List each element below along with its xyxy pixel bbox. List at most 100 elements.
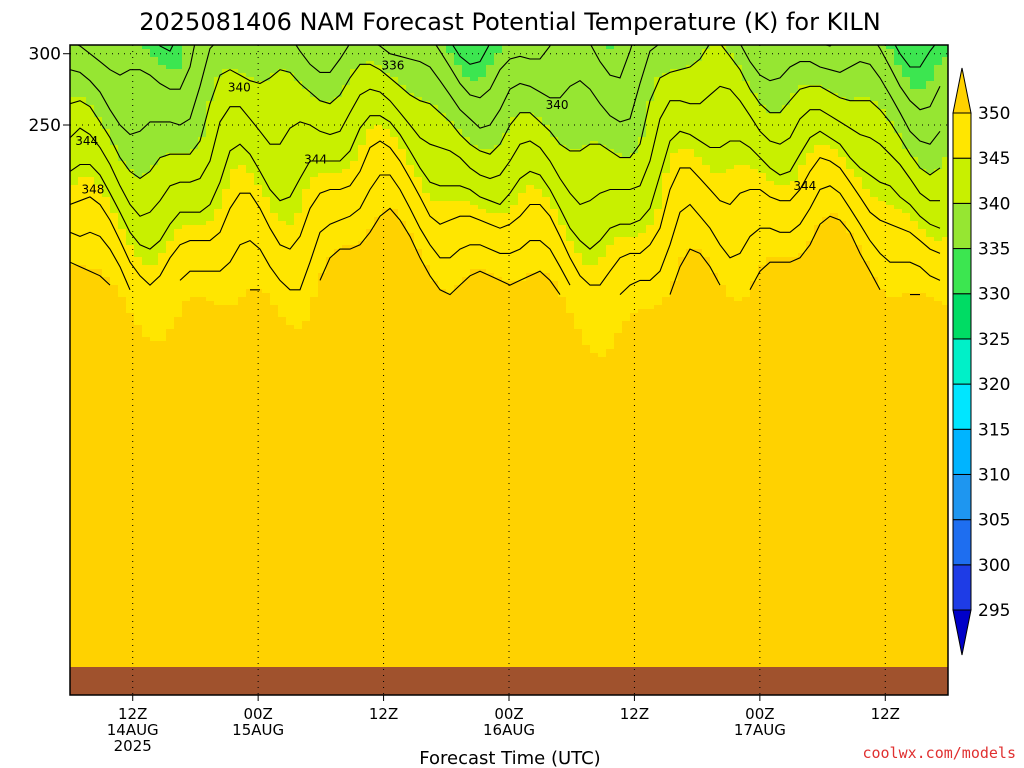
field-cell: [134, 121, 143, 126]
field-cell: [582, 153, 591, 158]
field-cell: [502, 45, 511, 50]
field-cell: [518, 89, 527, 94]
field-cell: [262, 125, 271, 130]
field-cell: [230, 225, 239, 230]
field-cell: [198, 181, 207, 186]
field-cell: [910, 81, 919, 86]
field-cell: [190, 185, 199, 190]
field-cell: [742, 213, 751, 218]
field-cell: [454, 89, 463, 94]
field-cell: [758, 149, 767, 154]
field-cell: [822, 109, 831, 114]
field-cell: [302, 197, 311, 202]
field-cell: [406, 213, 415, 218]
field-cell: [78, 133, 87, 138]
field-cell: [278, 149, 287, 154]
field-cell: [734, 49, 743, 54]
field-cell: [598, 221, 607, 226]
field-cell: [606, 89, 615, 94]
field-cell: [830, 89, 839, 94]
field-cell: [918, 189, 927, 194]
field-cell: [142, 145, 151, 150]
field-cell: [454, 109, 463, 114]
field-cell: [142, 213, 151, 218]
field-cell: [70, 189, 79, 194]
field-cell: [358, 217, 367, 222]
field-cell: [734, 173, 743, 178]
field-cell: [462, 129, 471, 134]
field-cell: [582, 189, 591, 194]
field-cell: [302, 181, 311, 186]
field-cell: [510, 125, 519, 130]
field-cell: [526, 201, 535, 206]
field-cell: [590, 145, 599, 150]
field-cell: [94, 61, 103, 66]
field-cell: [318, 129, 327, 134]
field-cell: [838, 61, 847, 66]
field-cell: [342, 61, 351, 66]
field-cell: [638, 173, 647, 178]
field-cell: [286, 113, 295, 118]
field-cell: [670, 137, 679, 142]
field-cell: [574, 145, 583, 150]
field-cell: [638, 185, 647, 190]
field-cell: [606, 121, 615, 126]
field-cell: [214, 101, 223, 106]
field-cell: [270, 213, 279, 218]
field-cell: [926, 117, 935, 122]
field-cell: [286, 169, 295, 174]
field-cell: [518, 49, 527, 54]
field-cell: [102, 81, 111, 86]
field-cell: [206, 221, 215, 226]
field-cell: [766, 201, 775, 206]
field-cell: [822, 85, 831, 90]
field-cell: [726, 81, 735, 86]
field-cell: [710, 65, 719, 70]
field-cell: [222, 157, 231, 162]
field-cell: [238, 209, 247, 214]
field-cell: [510, 53, 519, 58]
field-cell: [398, 201, 407, 206]
field-cell: [654, 185, 663, 190]
field-cell: [110, 225, 119, 230]
field-cell: [798, 161, 807, 166]
field-cell: [302, 161, 311, 166]
field-cell: [334, 113, 343, 118]
field-cell: [70, 153, 79, 158]
field-cell: [374, 209, 383, 214]
field-cell: [926, 137, 935, 142]
field-cell: [694, 121, 703, 126]
field-cell: [134, 53, 143, 58]
field-cell: [862, 105, 871, 110]
field-cell: [142, 137, 151, 142]
field-cell: [526, 113, 535, 118]
field-cell: [878, 153, 887, 158]
field-cell: [654, 217, 663, 222]
field-cell: [734, 117, 743, 122]
field-cell: [622, 77, 631, 82]
field-cell: [798, 209, 807, 214]
field-cell: [486, 85, 495, 90]
field-cell: [750, 101, 759, 106]
field-cell: [710, 209, 719, 214]
field-cell: [614, 101, 623, 106]
field-cell: [78, 125, 87, 130]
field-cell: [462, 181, 471, 186]
field-cell: [894, 109, 903, 114]
field-cell: [822, 89, 831, 94]
field-cell: [182, 85, 191, 90]
field-cell: [182, 169, 191, 174]
field-cell: [838, 161, 847, 166]
field-cell: [350, 65, 359, 70]
field-cell: [142, 197, 151, 202]
field-cell: [214, 65, 223, 70]
field-cell: [742, 137, 751, 142]
field-cell: [894, 137, 903, 142]
field-cell: [934, 53, 943, 58]
field-cell: [222, 173, 231, 178]
field-cell: [398, 181, 407, 186]
field-cell: [822, 137, 831, 142]
field-cell: [398, 149, 407, 154]
field-cell: [534, 177, 543, 182]
field-cell: [190, 57, 199, 62]
